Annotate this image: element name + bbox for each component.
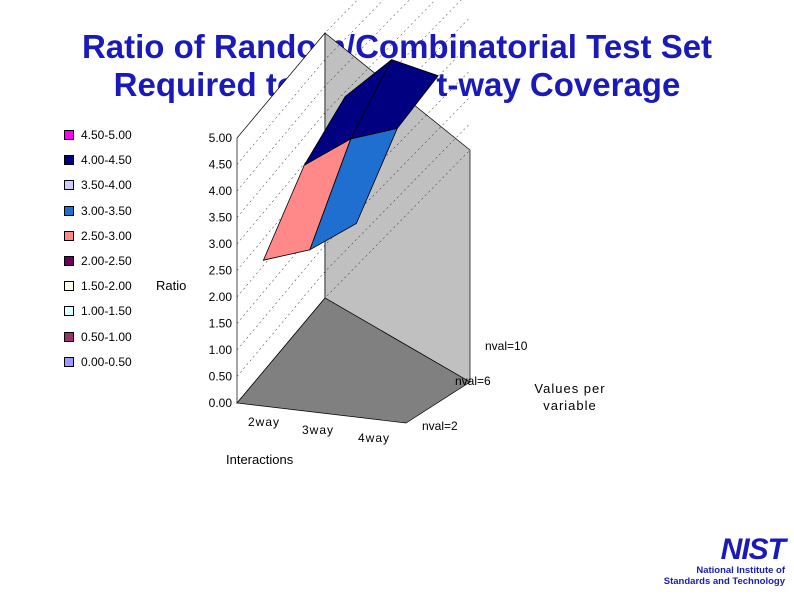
legend-item: 0.50-1.00	[64, 330, 132, 344]
legend-swatch	[64, 155, 74, 166]
legend-label: 2.50-3.00	[81, 228, 132, 243]
z-tick-label: 5.00	[209, 131, 233, 145]
x-tick-label: 4way	[358, 431, 390, 445]
z-tick-label: 1.00	[209, 343, 233, 357]
legend-item: 1.00-1.50	[64, 304, 132, 318]
z-tick-label: 4.00	[209, 184, 233, 198]
surface-patch	[350, 59, 439, 140]
legend-swatch	[64, 205, 74, 216]
title-line-1: Ratio of Random/Combinatorial Test Set	[81, 28, 713, 65]
legend-label: 4.50-5.00	[81, 128, 132, 142]
legend-swatch	[64, 306, 74, 317]
legend-item: 2.00-2.50	[64, 254, 132, 268]
z-gridline	[236, 0, 384, 165]
legend-swatch	[64, 180, 74, 191]
z-gridline	[236, 149, 471, 404]
z-tick-label: 0.00	[209, 396, 233, 410]
z-gridline	[236, 0, 358, 139]
legend-swatch	[64, 256, 74, 266]
z-gridline	[236, 123, 471, 377]
z-tick-label: 4.50	[209, 158, 233, 172]
z-gridline	[236, 0, 410, 192]
nist-logo: NIST National Institute of Standards and…	[660, 533, 786, 588]
z-tick-label: 2.50	[209, 264, 233, 278]
legend-label: 3.50-4.00	[81, 178, 132, 193]
x-tick-label: 3way	[302, 423, 334, 437]
z-tick-label: 3.50	[209, 211, 233, 225]
z-tick-label: 3.00	[209, 237, 233, 251]
z-gridline	[236, 96, 471, 351]
z-gridline	[236, 0, 436, 218]
legend-label: 2.00-2.50	[81, 254, 132, 268]
legend-item: 3.50-4.00	[64, 178, 132, 192]
legend-swatch	[64, 281, 74, 292]
legend-item: 2.50-3.00	[64, 229, 132, 243]
z-tick-label: 1.50	[209, 317, 233, 331]
legend-label: 1.00-1.50	[81, 304, 132, 319]
legend-swatch	[64, 331, 74, 342]
legend-item: 1.50-2.00	[64, 279, 132, 293]
legend-item: 3.00-3.50	[64, 204, 132, 218]
z-tick-label: 0.50	[209, 370, 233, 384]
legend-label: 3.00-3.50	[81, 203, 132, 218]
nist-logo-mark: NIST	[720, 533, 786, 566]
legend-label: 0.50-1.00	[81, 329, 132, 344]
legend-swatch	[64, 130, 74, 140]
y-tick-label: nval=2	[422, 419, 458, 433]
nist-logo-line1: National Institute of	[696, 565, 785, 576]
legend-item: 0.00-0.50	[64, 355, 132, 369]
legend-swatch	[64, 356, 74, 367]
z-tick-label: 2.00	[209, 290, 233, 304]
x-tick-label: 2way	[248, 415, 280, 429]
y-axis-title: Values per variable	[534, 381, 606, 413]
nist-logo-line2: Standards and Technology	[663, 576, 785, 587]
y-tick-label: nval=10	[485, 339, 528, 353]
z-axis-title: Ratio	[156, 278, 187, 293]
legend-label: 1.50-2.00	[81, 279, 132, 294]
legend-swatch	[64, 230, 74, 241]
legend-item: 4.50-5.00	[64, 128, 132, 142]
y-tick-label: nval=6	[455, 374, 491, 388]
legend-item: 4.00-4.50	[64, 153, 132, 167]
legend-label: 0.00-0.50	[81, 354, 132, 369]
x-axis-title: Interactions	[226, 452, 294, 467]
legend-label: 4.00-4.50	[81, 153, 132, 168]
